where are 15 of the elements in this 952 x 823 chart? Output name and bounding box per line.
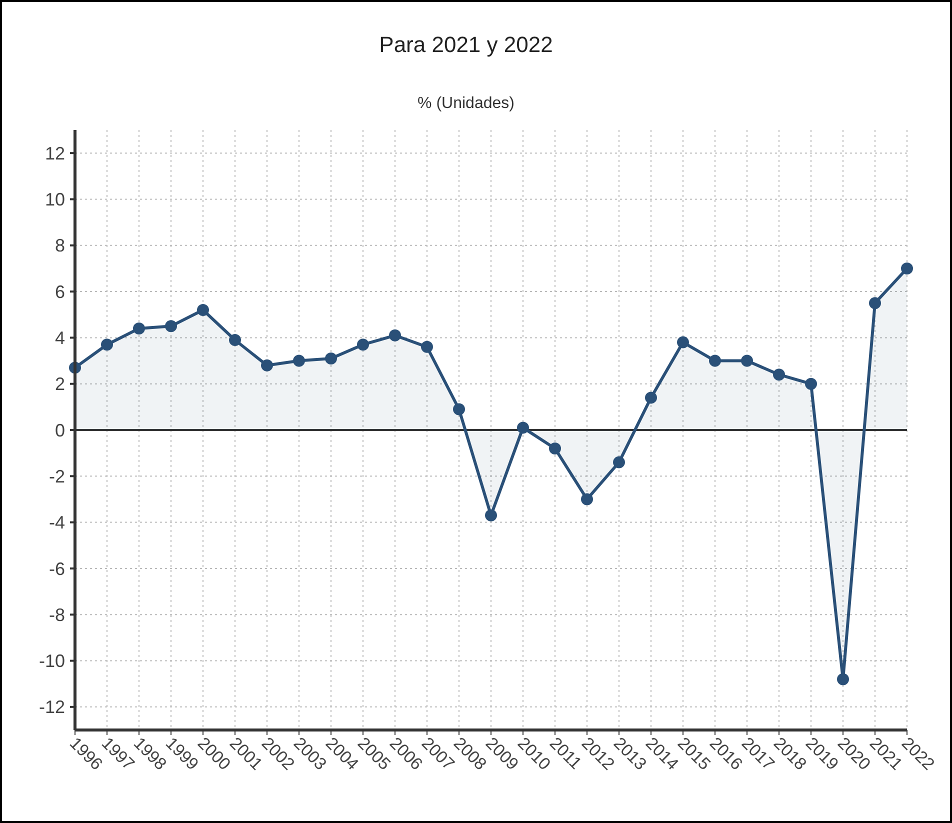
y-tick-label: 2 xyxy=(54,374,65,394)
y-tick-label: -6 xyxy=(48,558,65,579)
y-tick-label: 12 xyxy=(44,143,65,164)
y-tick-label: 8 xyxy=(54,236,65,256)
y-tick-label: 10 xyxy=(44,190,65,210)
y-tick-label: 6 xyxy=(54,282,65,302)
chart-title: Para 2021 y 2022 xyxy=(379,32,553,57)
y-tick-label: -2 xyxy=(48,466,65,486)
chart-subtitle: % (Unidades) xyxy=(418,95,514,112)
y-tick-label: -12 xyxy=(38,697,65,718)
y-tick-label: 4 xyxy=(54,328,65,348)
y-tick-label: -8 xyxy=(48,604,65,625)
y-tick-label: -4 xyxy=(48,512,65,533)
y-tick-label: -10 xyxy=(38,651,65,672)
y-tick-label: 0 xyxy=(54,420,65,440)
